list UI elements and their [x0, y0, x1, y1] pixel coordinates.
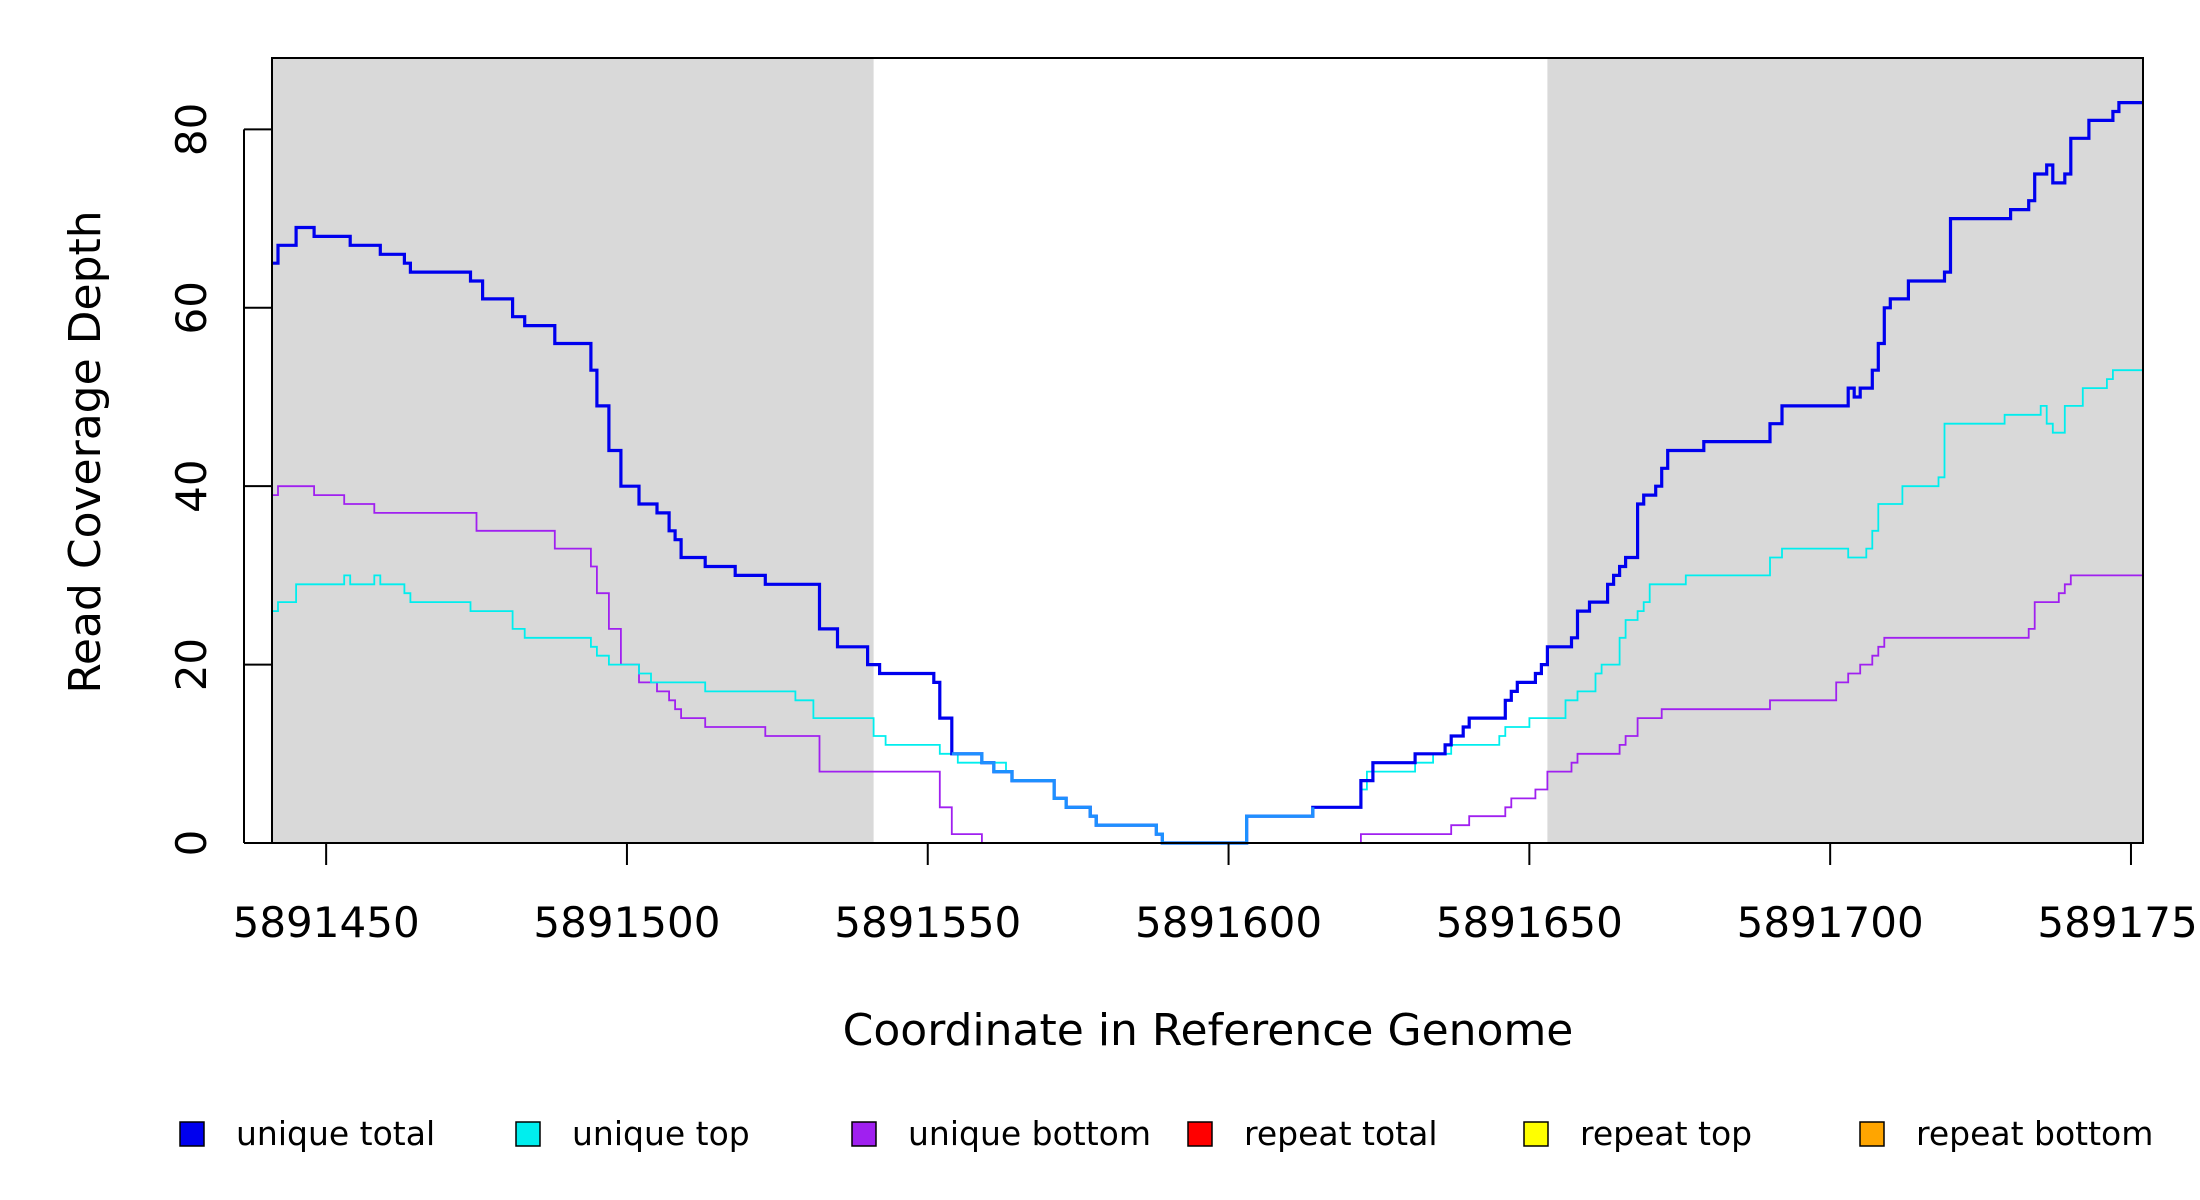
- legend-label-repeat-top: repeat top: [1580, 1114, 1752, 1153]
- legend-label-unique-bottom: unique bottom: [908, 1114, 1151, 1153]
- shaded-region-2: [1547, 58, 2143, 843]
- x-tick-label: 5891500: [533, 898, 720, 947]
- legend-swatch-unique-bottom: [851, 1121, 877, 1147]
- legend-label-unique-total: unique total: [236, 1114, 435, 1153]
- legend-label-unique-top: unique top: [572, 1114, 750, 1153]
- legend-label-repeat-total: repeat total: [1244, 1114, 1438, 1153]
- y-tick-label: 0: [167, 830, 216, 857]
- shaded-region-1: [272, 58, 874, 843]
- legend-label-repeat-bottom: repeat bottom: [1916, 1114, 2153, 1153]
- x-tick-label: 5891650: [1436, 898, 1623, 947]
- legend-swatch-unique-total: [179, 1121, 205, 1147]
- x-tick-label: 5891700: [1737, 898, 1924, 947]
- y-tick-label: 20: [167, 638, 216, 691]
- x-axis: 5891450 5891500 5891550 5891600 5891650 58917…: [233, 842, 2200, 947]
- y-axis: 0 20 40 60 80: [167, 103, 272, 857]
- shaded-regions: [272, 58, 2143, 843]
- legend-swatch-repeat-total: [1187, 1121, 1213, 1147]
- y-tick-label: 60: [167, 281, 216, 334]
- legend: unique total unique top unique bottom repea…: [179, 1114, 2153, 1153]
- x-tick-label: 5891450: [233, 898, 420, 947]
- series-unique-bottom: [272, 485, 2143, 844]
- y-tick-label: 80: [167, 103, 216, 156]
- series-unique-top: [272, 369, 2143, 844]
- x-tick-label: 5891550: [834, 898, 1021, 947]
- y-tick-label: 40: [167, 459, 216, 512]
- x-tick-label: 5891600: [1135, 898, 1322, 947]
- legend-swatch-unique-top: [515, 1121, 541, 1147]
- legend-swatch-repeat-top: [1523, 1121, 1549, 1147]
- legend-swatch-repeat-bottom: [1859, 1121, 1885, 1147]
- series-unique-total: [272, 101, 2143, 845]
- y-axis-title: Read Coverage Depth: [60, 210, 111, 693]
- x-axis-title: Coordinate in Reference Genome: [843, 1005, 1574, 1056]
